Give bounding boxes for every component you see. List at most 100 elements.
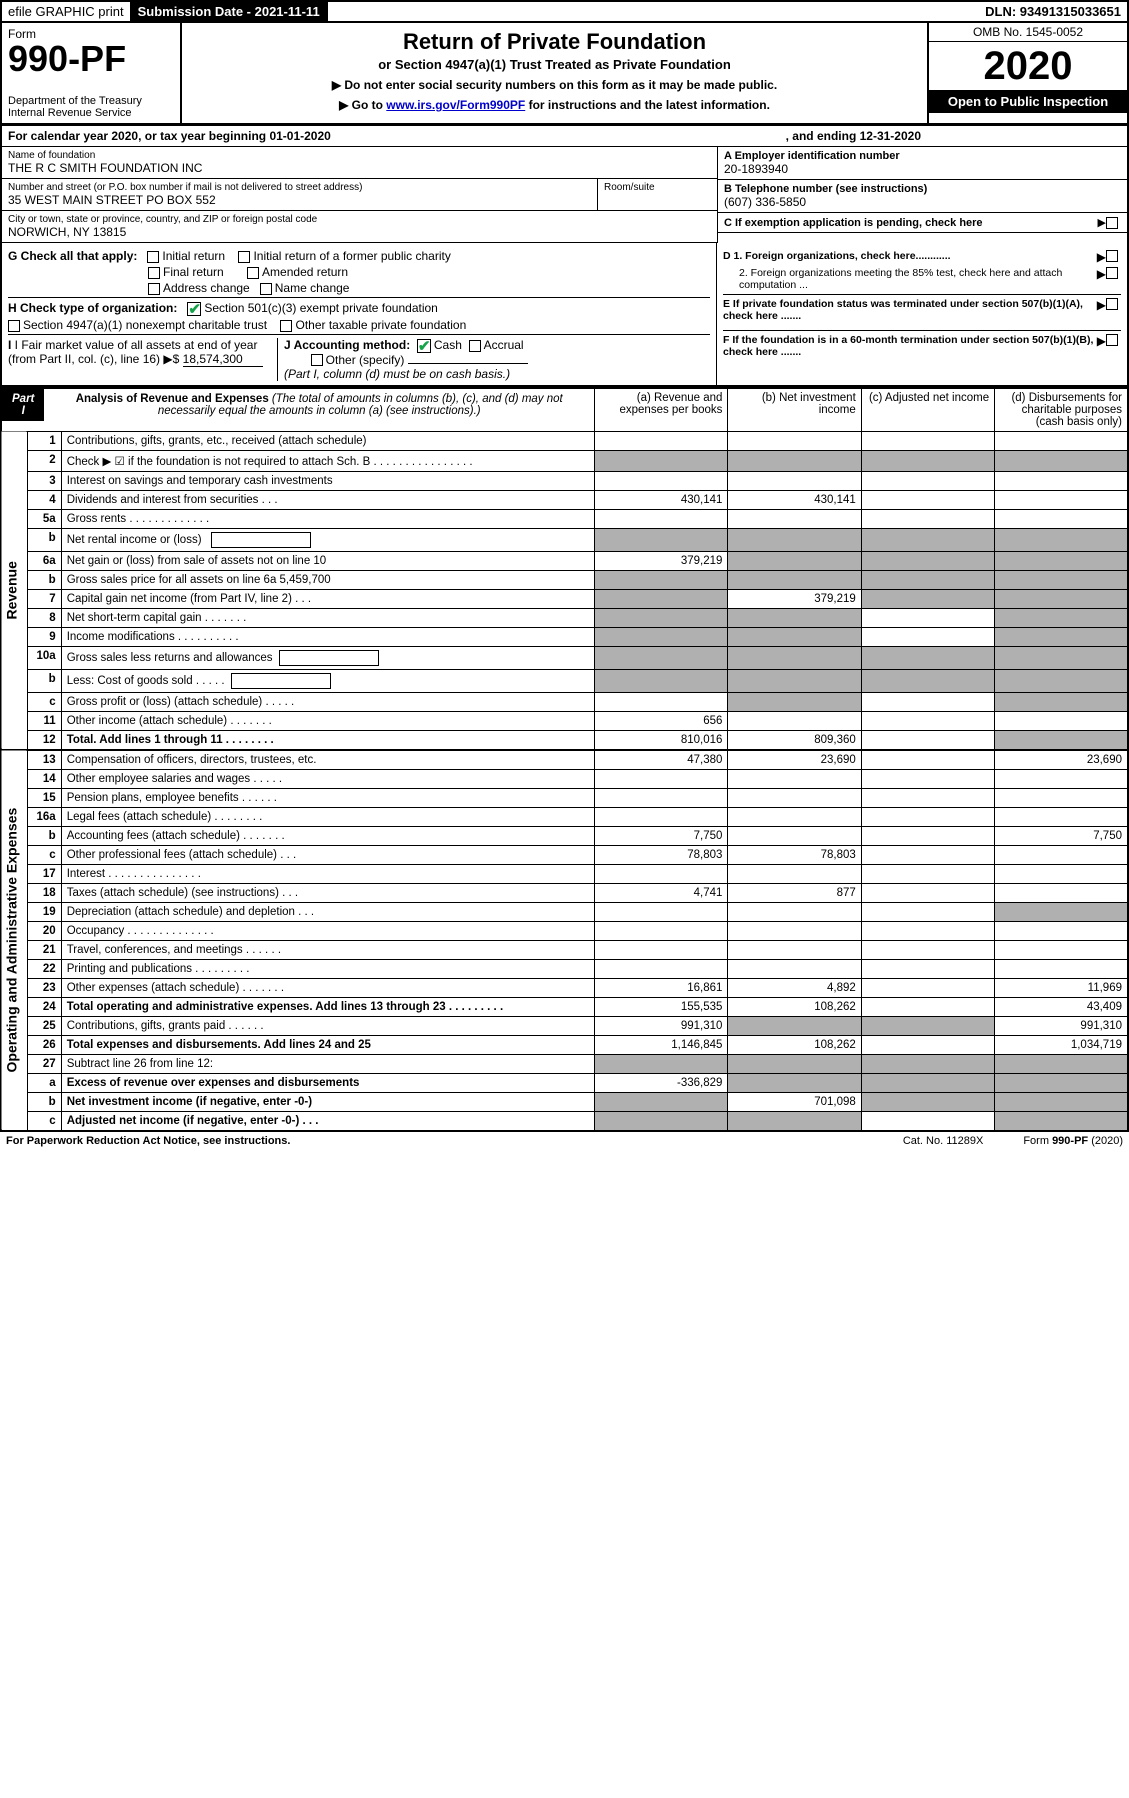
line-description: Income modifications . . . . . . . . . . [61, 627, 594, 646]
cell-value: 991,310 [995, 1016, 1128, 1035]
name-value: THE R C SMITH FOUNDATION INC [8, 161, 711, 175]
cell-value [595, 471, 728, 490]
c-checkbox[interactable] [1106, 217, 1118, 229]
line-description: Printing and publications . . . . . . . … [61, 959, 594, 978]
cell-value [995, 450, 1128, 471]
g-row2: Final return Amended return [8, 265, 710, 279]
line-description: Other employee salaries and wages . . . … [61, 769, 594, 788]
cell-value: 991,310 [595, 1016, 728, 1035]
h-other-checkbox[interactable] [280, 320, 292, 332]
cell-value [861, 807, 994, 826]
cell-value [995, 509, 1128, 528]
col-c-header: (c) Adjusted net income [861, 388, 994, 431]
g-initial-former-checkbox[interactable] [238, 251, 250, 263]
cell-value [861, 1054, 994, 1073]
h-label: H Check type of organization: [8, 301, 177, 315]
line-description: Contributions, gifts, grants paid . . . … [61, 1016, 594, 1035]
g-address-checkbox[interactable] [148, 283, 160, 295]
cell-value [995, 1073, 1128, 1092]
foundation-name-cell: Name of foundation THE R C SMITH FOUNDAT… [2, 147, 717, 179]
table-row: 19Depreciation (attach schedule) and dep… [1, 902, 1128, 921]
g-name-checkbox[interactable] [260, 283, 272, 295]
i-block: I I Fair market value of all assets at e… [8, 338, 278, 381]
cell-value [995, 431, 1128, 450]
cell-value [728, 902, 861, 921]
cell-value [595, 692, 728, 711]
h-501c3-checkbox[interactable] [187, 302, 201, 316]
g-opt-address: Address change [163, 281, 250, 295]
line-number: 8 [28, 608, 62, 627]
cell-value [728, 570, 861, 589]
arrow-icon: ▶ [1097, 250, 1106, 264]
g-initial-checkbox[interactable] [147, 251, 159, 263]
g-opt-amended: Amended return [262, 265, 348, 279]
line-number: 26 [28, 1035, 62, 1054]
form990pf-link[interactable]: www.irs.gov/Form990PF [386, 98, 525, 112]
g-amended-checkbox[interactable] [247, 267, 259, 279]
j-other-checkbox[interactable] [311, 354, 323, 366]
e-checkbox[interactable] [1106, 298, 1118, 310]
cell-value: 701,098 [728, 1092, 861, 1111]
g-final-checkbox[interactable] [148, 267, 160, 279]
cell-value [861, 730, 994, 750]
table-row: 2Check ▶ ☑ if the foundation is not requ… [1, 450, 1128, 471]
line-description: Compensation of officers, directors, tru… [61, 750, 594, 770]
cell-value: 379,219 [728, 589, 861, 608]
j-note: (Part I, column (d) must be on cash basi… [284, 367, 510, 381]
cell-value [861, 940, 994, 959]
cell-value [861, 826, 994, 845]
line-number: 21 [28, 940, 62, 959]
part1-header-row: Part I Analysis of Revenue and Expenses … [1, 388, 1128, 431]
d2-label: 2. Foreign organizations meeting the 85%… [739, 267, 1097, 291]
cell-value [861, 669, 994, 692]
e-label: E If private foundation status was termi… [723, 298, 1097, 322]
line-number: 24 [28, 997, 62, 1016]
line-description: Total. Add lines 1 through 11 . . . . . … [61, 730, 594, 750]
line-description: Capital gain net income (from Part IV, l… [61, 589, 594, 608]
cell-value [595, 627, 728, 646]
j-cash: Cash [434, 338, 462, 352]
table-row: bNet investment income (if negative, ent… [1, 1092, 1128, 1111]
table-row: bAccounting fees (attach schedule) . . .… [1, 826, 1128, 845]
h-4947-checkbox[interactable] [8, 320, 20, 332]
table-row: cAdjusted net income (if negative, enter… [1, 1111, 1128, 1130]
line-number: 5a [28, 509, 62, 528]
line-number: 13 [28, 750, 62, 770]
j-label: J Accounting method: [284, 338, 410, 352]
cell-value [728, 692, 861, 711]
dln: DLN: 93491315033651 [979, 2, 1127, 21]
addr-value: 35 WEST MAIN STREET PO BOX 552 [8, 193, 591, 207]
cell-value [861, 471, 994, 490]
cell-value: 1,146,845 [595, 1035, 728, 1054]
ij-row: I I Fair market value of all assets at e… [8, 334, 710, 381]
submission-date: Submission Date - 2021-11-11 [130, 2, 328, 21]
j-accrual-checkbox[interactable] [469, 340, 481, 352]
note-goto: ▶ Go to www.irs.gov/Form990PF for instru… [188, 98, 921, 112]
j-accrual: Accrual [484, 338, 524, 352]
table-row: cOther professional fees (attach schedul… [1, 845, 1128, 864]
cell-value [861, 1016, 994, 1035]
line-description: Adjusted net income (if negative, enter … [61, 1111, 594, 1130]
cell-value [595, 959, 728, 978]
cell-value [861, 883, 994, 902]
line-number: 18 [28, 883, 62, 902]
cell-value [861, 608, 994, 627]
d1-checkbox[interactable] [1106, 250, 1118, 262]
cell-value [728, 940, 861, 959]
j-cash-checkbox[interactable] [417, 339, 431, 353]
table-row: bGross sales price for all assets on lin… [1, 570, 1128, 589]
table-row: Operating and Administrative Expenses13C… [1, 750, 1128, 770]
f-checkbox[interactable] [1106, 334, 1118, 346]
cell-value [728, 826, 861, 845]
cell-value [861, 490, 994, 509]
h-row: H Check type of organization: Section 50… [8, 297, 710, 316]
d2-checkbox[interactable] [1106, 267, 1118, 279]
line-number: 22 [28, 959, 62, 978]
d2-row: 2. Foreign organizations meeting the 85%… [723, 267, 1121, 291]
tel-label: B Telephone number (see instructions) [724, 183, 1121, 195]
line-number: b [28, 826, 62, 845]
cell-value [728, 921, 861, 940]
g-opt-initial: Initial return [162, 249, 225, 263]
cell-value: 430,141 [728, 490, 861, 509]
part1-title-block: Part I Analysis of Revenue and Expenses … [2, 389, 594, 421]
